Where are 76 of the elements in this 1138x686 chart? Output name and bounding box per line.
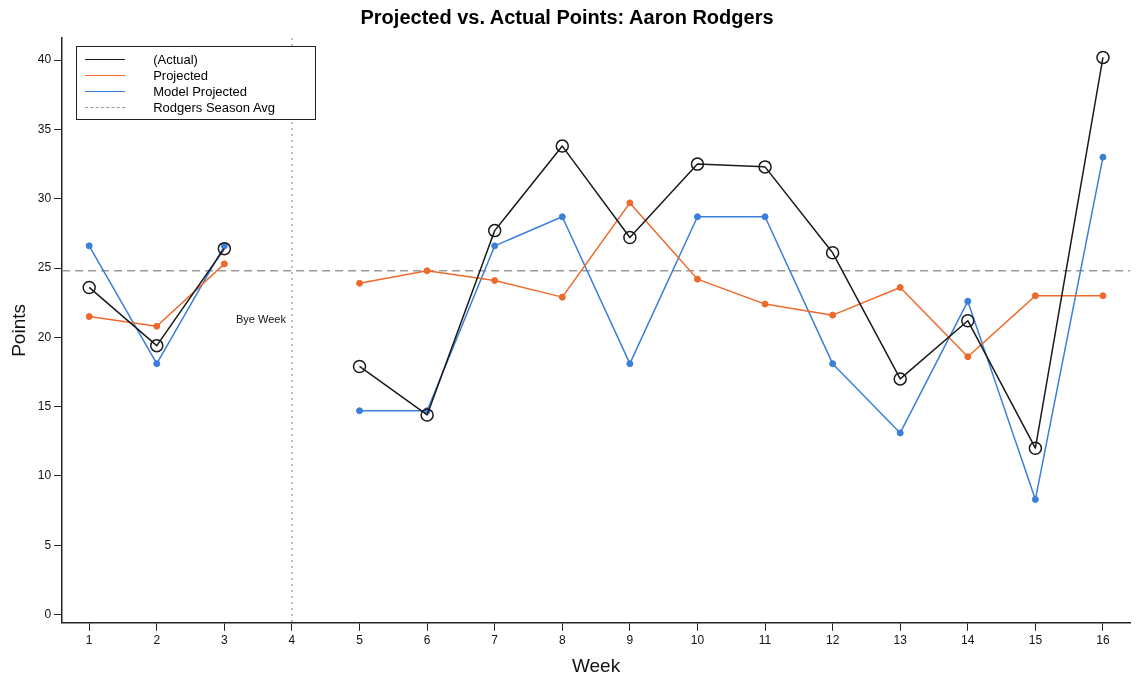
x-tick-label: 2	[153, 633, 161, 648]
point	[964, 297, 972, 305]
legend-label: (Actual)	[153, 51, 198, 67]
y-tick-label: 40	[37, 52, 52, 67]
point	[758, 160, 772, 174]
point	[829, 311, 837, 319]
x-tick-label: 4	[288, 633, 296, 648]
point	[690, 157, 705, 171]
point	[964, 353, 972, 361]
x-axis-title: Week	[571, 654, 621, 676]
x-tick-label: 9	[626, 633, 634, 648]
point	[356, 279, 364, 287]
legend-label: Projected	[153, 67, 209, 83]
point	[626, 199, 634, 207]
point	[623, 230, 637, 245]
point	[217, 241, 232, 256]
point	[153, 322, 161, 330]
x-tick-label: 11	[758, 633, 772, 648]
point	[761, 300, 769, 308]
y-tick-label: 20	[37, 329, 52, 344]
x-tick-label: 16	[1096, 633, 1110, 648]
point	[761, 213, 769, 221]
point	[558, 213, 566, 221]
point	[491, 277, 499, 285]
x-tick-label: 12	[825, 633, 840, 648]
point	[352, 359, 367, 374]
point	[1099, 153, 1107, 161]
x-tick-label: 1	[85, 633, 93, 648]
point	[893, 372, 907, 386]
x-tick-label: 13	[893, 633, 908, 648]
point	[85, 242, 93, 250]
y-axis-title: Points	[7, 303, 29, 357]
point	[1099, 292, 1107, 300]
point	[896, 429, 904, 437]
point	[626, 360, 634, 368]
point	[420, 408, 434, 422]
point	[82, 280, 96, 295]
point	[1028, 441, 1043, 455]
point	[1096, 50, 1110, 65]
point	[85, 313, 93, 321]
point	[825, 246, 840, 260]
y-tick-label: 25	[37, 260, 52, 275]
point	[829, 360, 837, 368]
legend-label: Rodgers Season Avg	[153, 99, 276, 115]
x-tick-label: 14	[961, 633, 975, 648]
chart-title: Projected vs. Actual Points: Aaron Rodgers	[360, 5, 774, 28]
x-tick-label: 7	[491, 633, 499, 648]
point	[961, 313, 975, 328]
point	[1031, 495, 1039, 503]
y-tick-label: 5	[44, 537, 52, 552]
point	[153, 360, 161, 368]
y-tick-label: 0	[44, 606, 52, 621]
point	[1031, 292, 1039, 300]
x-tick-label: 8	[558, 633, 566, 648]
point	[150, 338, 164, 353]
x-tick-label: 5	[356, 633, 364, 648]
x-tick-label: 6	[423, 633, 431, 648]
point	[693, 275, 701, 283]
y-tick-label: 10	[37, 468, 52, 483]
point	[491, 242, 499, 250]
point	[487, 223, 502, 238]
ref-line-label: Bye Week	[236, 313, 287, 326]
x-tick-label: 15	[1028, 633, 1043, 648]
point	[693, 213, 701, 221]
point	[555, 139, 570, 153]
y-tick-label: 35	[37, 121, 52, 136]
point	[356, 407, 364, 415]
y-tick-label: 30	[37, 191, 52, 206]
point	[423, 267, 431, 275]
x-tick-label: 3	[221, 633, 229, 648]
x-tick-label: 10	[690, 633, 705, 648]
point	[896, 283, 904, 291]
point	[220, 260, 228, 268]
point	[558, 293, 566, 301]
legend-label: Model Projected	[153, 83, 248, 99]
y-tick-label: 15	[37, 398, 52, 413]
